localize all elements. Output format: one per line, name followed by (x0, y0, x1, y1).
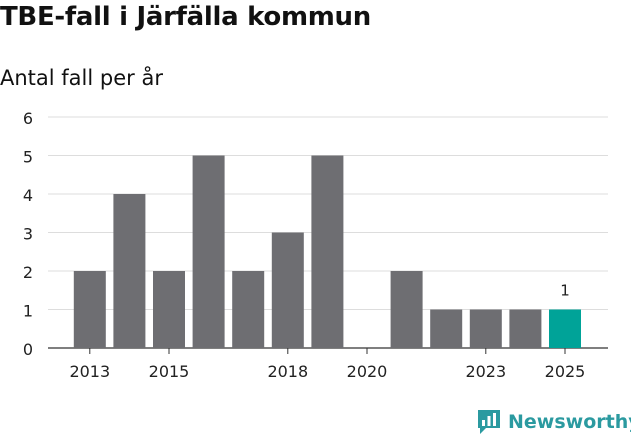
x-tick-label: 2023 (465, 362, 506, 381)
bar-2013 (73, 271, 106, 348)
y-tick-label: 4 (23, 186, 33, 205)
newsworthy-bar-chart-icon (478, 410, 500, 434)
bar-2023 (469, 309, 502, 348)
x-tick-label: 2015 (149, 362, 190, 381)
x-tick-label: 2020 (347, 362, 388, 381)
bar-2015 (153, 271, 185, 348)
logo-text: Newsworthy (508, 411, 631, 433)
bar-2016 (192, 155, 225, 348)
bar-2018 (271, 232, 304, 348)
y-tick-label: 5 (23, 148, 33, 167)
chart-title: TBE-fall i Järfälla kommun (0, 2, 371, 32)
y-tick-label: 0 (23, 340, 33, 359)
bar-2021 (390, 271, 423, 348)
y-tick-label: 1 (23, 302, 33, 321)
bar-2014 (113, 194, 146, 348)
y-tick-label: 2 (23, 263, 33, 282)
bar-chart: 0 1 2 3 4 5 6 1 2013 2015 2018 2020 2023 2025 (23, 109, 608, 381)
x-tick-label: 2013 (69, 362, 110, 381)
bar-2017 (232, 271, 265, 348)
x-tick-label: 2025 (545, 362, 586, 381)
y-tick-label: 3 (23, 225, 33, 244)
x-tick-label: 2018 (267, 362, 308, 381)
chart-subtitle: Antal fall per år (0, 66, 163, 90)
y-tick-label: 6 (23, 109, 33, 128)
bar-2019 (311, 155, 344, 348)
bar-2025 (549, 309, 581, 348)
bar-2024 (509, 309, 542, 348)
bar-2022 (430, 309, 463, 348)
data-label-2025: 1 (560, 282, 570, 300)
newsworthy-logo: Newsworthy (476, 406, 631, 438)
